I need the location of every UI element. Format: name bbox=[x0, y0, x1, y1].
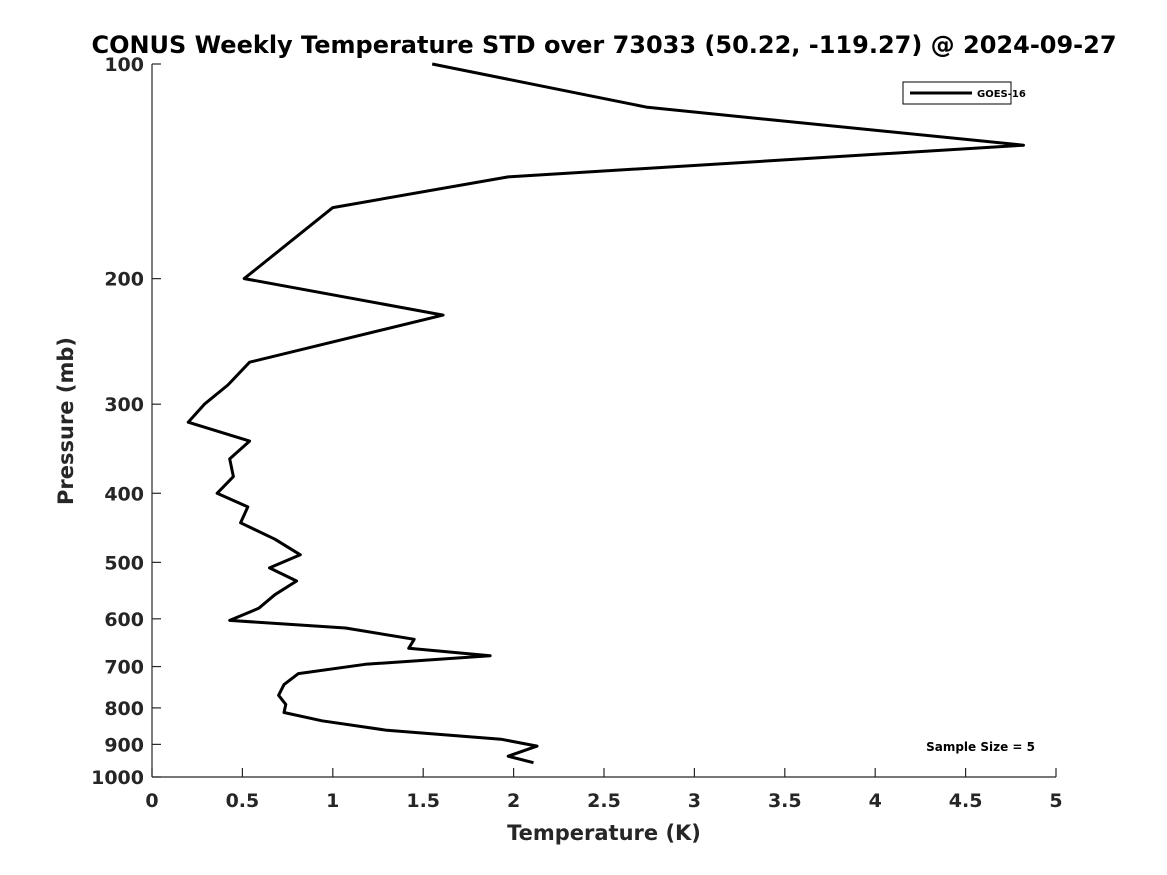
x-tick-label: 2.5 bbox=[587, 790, 621, 812]
y-tick-label: 500 bbox=[104, 552, 144, 574]
x-tick-label: 1 bbox=[326, 790, 339, 812]
y-tick-label: 900 bbox=[104, 734, 144, 756]
y-tick-label: 300 bbox=[104, 394, 144, 416]
series-line-goes-16 bbox=[186, 62, 1025, 765]
x-tick-label: 1.5 bbox=[406, 790, 440, 812]
y-tick-label: 800 bbox=[104, 698, 144, 720]
x-tick-label: 0 bbox=[145, 790, 158, 812]
x-tick-label: 5 bbox=[1049, 790, 1062, 812]
x-tick-label: 3.5 bbox=[768, 790, 802, 812]
y-tick-label: 200 bbox=[104, 269, 144, 291]
x-tick-label: 4.5 bbox=[949, 790, 983, 812]
x-tick-label: 0.5 bbox=[226, 790, 260, 812]
y-tick-label: 1000 bbox=[91, 767, 144, 789]
y-tick-label: 600 bbox=[104, 609, 144, 631]
x-tick-label: 4 bbox=[869, 790, 882, 812]
chart-title: CONUS Weekly Temperature STD over 73033 … bbox=[91, 31, 1116, 59]
x-axis-label: Temperature (K) bbox=[507, 821, 701, 845]
legend: GOES-16 bbox=[902, 81, 1026, 105]
y-tick-label: 700 bbox=[104, 657, 144, 679]
sample-size-annotation: Sample Size = 5 bbox=[926, 740, 1035, 754]
y-tick-label: 100 bbox=[104, 54, 144, 76]
legend-label: GOES-16 bbox=[977, 89, 1026, 100]
x-tick-label: 2 bbox=[507, 790, 520, 812]
y-axis-ticks: 100 200 300 400 500 600 700 800 900 1000 bbox=[91, 54, 161, 789]
y-tick-label: 400 bbox=[104, 483, 144, 505]
y-axis-label: Pressure (mb) bbox=[54, 337, 78, 505]
x-axis-ticks: 0 0.5 1 1.5 2 2.5 3 3.5 4 4.5 5 bbox=[145, 768, 1063, 812]
x-tick-label: 3 bbox=[688, 790, 701, 812]
